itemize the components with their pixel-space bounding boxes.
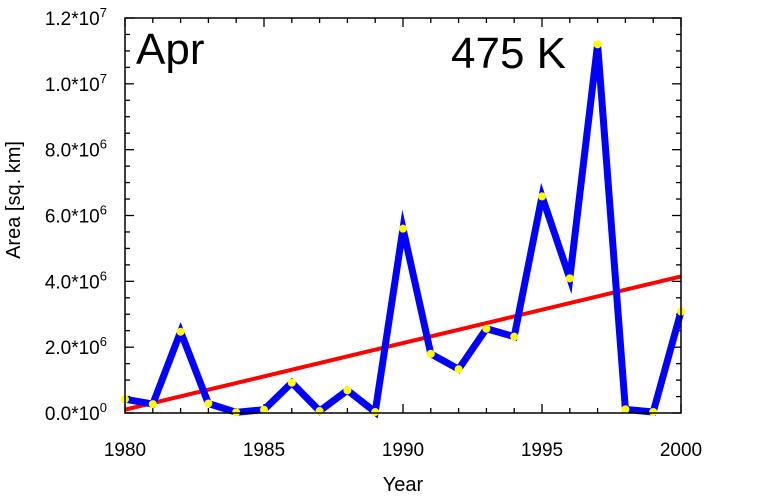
data-point <box>426 349 435 358</box>
series-layer <box>121 40 685 419</box>
data-point <box>148 400 157 409</box>
data-point <box>482 324 491 333</box>
data-point <box>315 407 324 416</box>
data-point <box>538 192 546 201</box>
data-point <box>371 408 380 417</box>
trend-layer <box>124 274 682 412</box>
level-label: 475 K <box>451 29 566 78</box>
y-tick-label: 8.0*106 <box>45 137 107 162</box>
x-tick-label: 1995 <box>521 440 563 461</box>
data-point <box>204 399 213 408</box>
data-point <box>593 40 602 49</box>
trend-line <box>124 274 682 412</box>
y-tick-label: 2.0*106 <box>45 334 107 359</box>
data-point <box>176 327 185 336</box>
plot-frame <box>124 17 682 414</box>
data-point <box>649 408 658 417</box>
data-point <box>565 274 574 283</box>
data-point <box>399 224 407 233</box>
y-tick-label: 4.0*106 <box>45 268 107 293</box>
x-axis-title: Year <box>383 474 424 496</box>
y-tick-label: 6.0*106 <box>45 203 107 228</box>
y-axis-title: Area [sq. km] <box>3 141 25 259</box>
y-tick-label: 1.2*107 <box>45 5 107 30</box>
axes: 0.0*100 2.0*106 4.0*106 6.0*106 8.0*106 1.0*1… <box>45 5 702 461</box>
data-point <box>260 405 268 414</box>
y-tick-label: 0.0*100 <box>45 400 107 425</box>
data-point <box>287 378 296 387</box>
data-point <box>454 365 463 374</box>
data-point <box>621 405 630 414</box>
x-tick-label: 2000 <box>660 440 702 461</box>
panel-label: Apr <box>136 25 204 74</box>
y-tick-label: 1.0*107 <box>45 71 107 96</box>
data-point <box>510 332 519 341</box>
data-point <box>343 386 352 395</box>
x-tick-label: 1990 <box>382 440 424 461</box>
x-tick-label: 1985 <box>243 440 285 461</box>
x-tick-label: 1980 <box>104 440 146 461</box>
